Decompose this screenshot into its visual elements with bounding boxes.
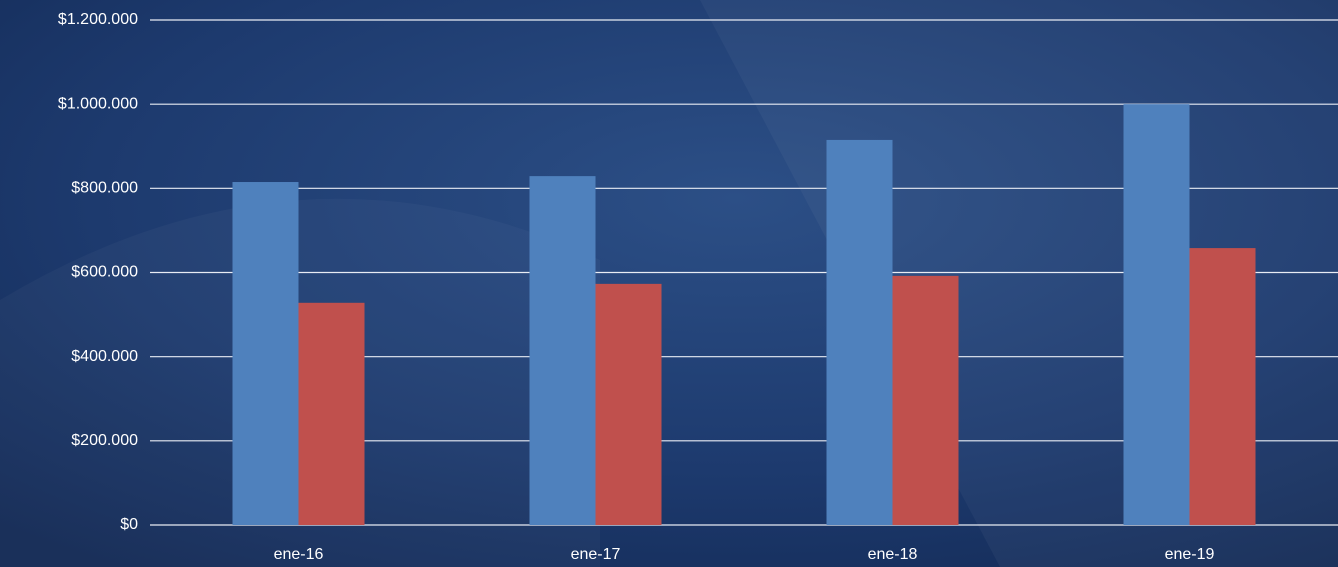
x-tick-label: ene-19 <box>1165 546 1215 563</box>
y-tick-label: $0 <box>120 516 138 533</box>
bar <box>826 139 893 525</box>
bar <box>529 176 596 526</box>
y-tick-label: $200.000 <box>71 432 138 449</box>
x-tick-label: ene-16 <box>274 546 324 563</box>
bar <box>1123 104 1190 526</box>
bar <box>232 182 299 526</box>
y-tick-label: $600.000 <box>71 264 138 281</box>
y-tick-label: $800.000 <box>71 180 138 197</box>
bar <box>1189 248 1256 525</box>
y-tick-label: $1.200.000 <box>58 11 138 28</box>
y-tick-label: $1.000.000 <box>58 95 138 112</box>
x-tick-label: ene-18 <box>868 546 918 563</box>
bar <box>892 275 959 525</box>
y-tick-label: $400.000 <box>71 348 138 365</box>
x-tick-label: ene-17 <box>571 546 621 563</box>
bar <box>595 283 662 525</box>
bar <box>298 302 365 525</box>
